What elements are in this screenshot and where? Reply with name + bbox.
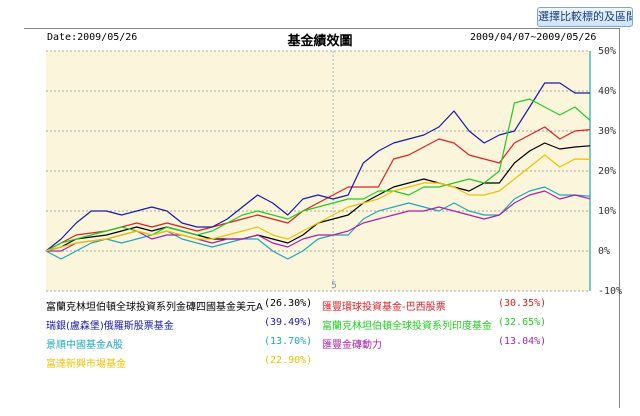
legend-series-value: (39.49%) [264,317,313,328]
chart-title: 基金績效圖 [287,34,353,49]
legend-series-value: (26.30%) [264,298,313,309]
legend-item: 富達新興市場基金 (22.90%) [46,355,324,370]
legend-item: 匯豐金磚動力 (13.04%) [322,336,558,351]
legend-series-value: (13.04%) [498,336,547,347]
y-tick-label: 50% [598,46,616,57]
legend-series-name[interactable]: 景順中國基金A股 [46,340,123,351]
legend-series-name[interactable]: 富達新興市場基金 [46,359,126,370]
compare-select-button[interactable]: 選擇比較標的及區間 [537,7,633,27]
y-tick-label: 10% [598,206,616,217]
y-tick-label: -10% [598,286,622,297]
y-tick-label: 30% [598,126,616,137]
y-tick-label: 0% [598,246,610,257]
legend-series-name[interactable]: 瑞銀(盧森堡)俄羅斯股票基金 [46,321,174,332]
series-line-3 [45,82,590,252]
legend-series-name[interactable]: 富蘭克林坦伯頓全球投資系列金磚四國基金美元A [46,302,263,313]
series-line-7 [45,154,591,252]
legend: 富蘭克林坦伯頓全球投資系列金磚四國基金美元A (26.30%) 匯豐環球投資基金-巴… [46,298,606,378]
series-layer [45,82,591,260]
x-marker-label: 5 [331,281,337,291]
legend-item: 瑞銀(盧森堡)俄羅斯股票基金 (39.49%) [46,317,324,332]
chart-frame [24,28,620,408]
series-line-2 [45,126,591,252]
y-tick-label: 40% [598,86,616,97]
y-axis: 50% 40% 30% 20% 10% 0% -10% [589,46,622,297]
legend-series-value: (30.35%) [498,298,547,309]
legend-item: 富蘭克林坦伯頓全球投資系列金磚四國基金美元A (26.30%) [46,298,324,313]
legend-series-value: (13.70%) [264,336,313,347]
legend-item: 匯豐環球投資基金-巴西股票 (30.35%) [322,298,558,313]
legend-series-name[interactable]: 匯豐金磚動力 [322,340,382,351]
x-marker: 5 [331,51,337,291]
legend-series-name[interactable]: 富蘭克林坦伯頓全球投資系列印度基金 [322,321,492,332]
legend-item: 景順中國基金A股 (13.70%) [46,336,324,351]
legend-series-value: (22.90%) [264,355,313,366]
y-tick-label: 20% [598,166,616,177]
date-label: Date:2009/05/26 [47,32,138,43]
legend-series-name[interactable]: 匯豐環球投資基金-巴西股票 [322,302,446,313]
legend-series-value: (32.65%) [498,317,547,328]
legend-item: 富蘭克林坦伯頓全球投資系列印度基金 (32.65%) [322,317,558,332]
date-range-label: 2009/04/07~2009/05/26 [470,32,597,43]
